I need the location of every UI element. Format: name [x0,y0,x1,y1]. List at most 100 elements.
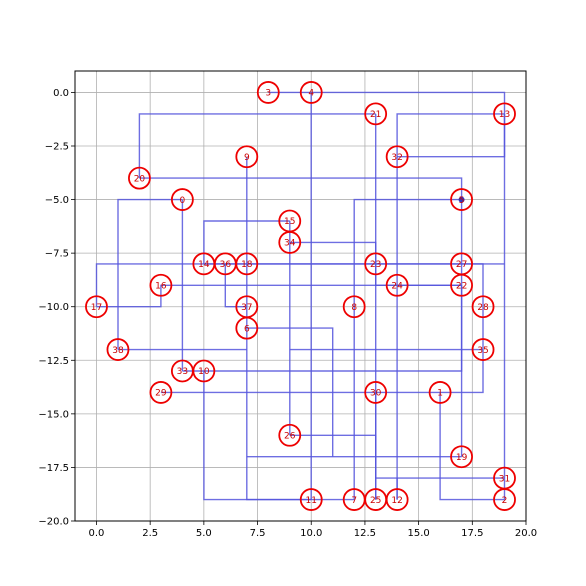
node-label: 2 [502,496,508,506]
node-label: 25 [370,496,381,506]
x-tick-label: 7.5 [250,528,266,539]
node-circle [149,273,173,297]
node-label: 22 [456,281,467,291]
node-circle [493,102,516,126]
node-circle [299,81,323,104]
y-tick-label: −15.0 [38,409,69,420]
node-28: 28 [471,295,495,319]
node-circle [235,145,259,169]
node-label: 17 [91,303,102,313]
node-label: 5 [459,196,465,206]
y-axis: 0.0 −2.5 −5.0 −7.5 −10.0 −12.5 −15.0 −17.5 −20.0 [38,88,75,528]
x-tick-label: 10.0 [300,528,322,539]
node-33: 33 [170,359,194,383]
node-1: 1 [428,381,452,404]
node-9: 9 [235,145,259,169]
node-circle [364,102,388,126]
y-tick-label: −2.5 [45,142,69,153]
node-3: 3 [256,81,280,104]
node-circle [364,381,388,404]
node-circle [85,295,108,319]
node-32: 32 [385,145,409,169]
node-11: 11 [299,488,323,511]
edge-path [289,285,463,351]
node-circle [428,381,452,404]
node-circle [235,295,259,319]
node-23: 23 [364,252,388,276]
edge-path [289,434,377,500]
node-label: 30 [370,389,382,399]
node-circle [256,81,280,104]
node-label: 13 [499,110,510,120]
node-label: 16 [155,281,167,291]
node-circle [493,466,516,490]
edge-path [117,198,183,350]
y-tick-label: −10.0 [38,302,69,313]
x-tick-label: 15.0 [407,528,429,539]
edge-path [353,198,462,500]
node-label: 19 [456,453,468,463]
node-4: 4 [299,81,323,104]
node-circle [278,423,302,447]
node-13: 13 [493,102,516,126]
node-label: 9 [244,153,250,163]
node-circle [213,252,237,276]
node-label: 36 [220,260,232,270]
node-label: 12 [391,496,402,506]
node-label: 11 [306,496,317,506]
x-tick-label: 5.0 [196,528,212,539]
node-26: 26 [278,423,302,447]
node-label: 28 [477,303,489,313]
x-tick-label: 2.5 [142,528,158,539]
node-37: 37 [235,295,259,319]
node-label: 31 [499,474,510,484]
node-38: 38 [106,338,130,361]
x-axis: 0.0 2.5 5.0 7.5 10.0 12.5 15.0 17.5 20.0 [89,521,537,539]
node-label: 21 [370,110,381,120]
node-36: 36 [213,252,237,276]
node-21: 21 [364,102,388,126]
y-tick-label: −12.5 [38,356,69,367]
edge-path [268,91,506,500]
node-label: 4 [308,89,314,99]
node-circle [364,488,388,511]
edge-path [397,113,506,158]
node-circle [450,188,473,211]
node-label: 20 [134,174,146,184]
edge-path [160,306,484,394]
y-tick-label: −7.5 [45,249,69,260]
node-label: 1 [437,389,443,399]
node-label: 27 [456,260,467,270]
node-20: 20 [128,166,151,190]
node-circle [385,273,409,297]
node-circle [342,295,366,319]
x-tick-label: 17.5 [461,528,483,539]
node-label: 8 [351,303,357,313]
x-tick-label: 12.5 [354,528,376,539]
y-tick-label: −20.0 [38,517,69,528]
node-label: 33 [177,367,188,377]
node-circle [149,381,173,404]
node-label: 35 [477,346,488,356]
x-tick-label: 20.0 [515,528,537,539]
node-label: 32 [391,153,402,163]
edge-path [203,220,290,264]
x-tick-label: 0.0 [89,528,105,539]
node-35: 35 [471,338,495,361]
node-31: 31 [493,466,516,490]
node-circle [364,252,388,276]
edge-path [138,113,376,179]
node-5: 5 [450,188,473,211]
node-label: 37 [241,303,252,313]
node-marker-dot [458,196,465,203]
node-24: 24 [385,273,409,297]
edge-path [139,177,463,200]
node-34: 34 [278,231,302,254]
node-label: 34 [284,239,296,249]
edge-path [95,263,505,307]
node-label: 7 [351,496,357,506]
edge-path [396,113,505,286]
y-tick-label: −17.5 [38,463,69,474]
